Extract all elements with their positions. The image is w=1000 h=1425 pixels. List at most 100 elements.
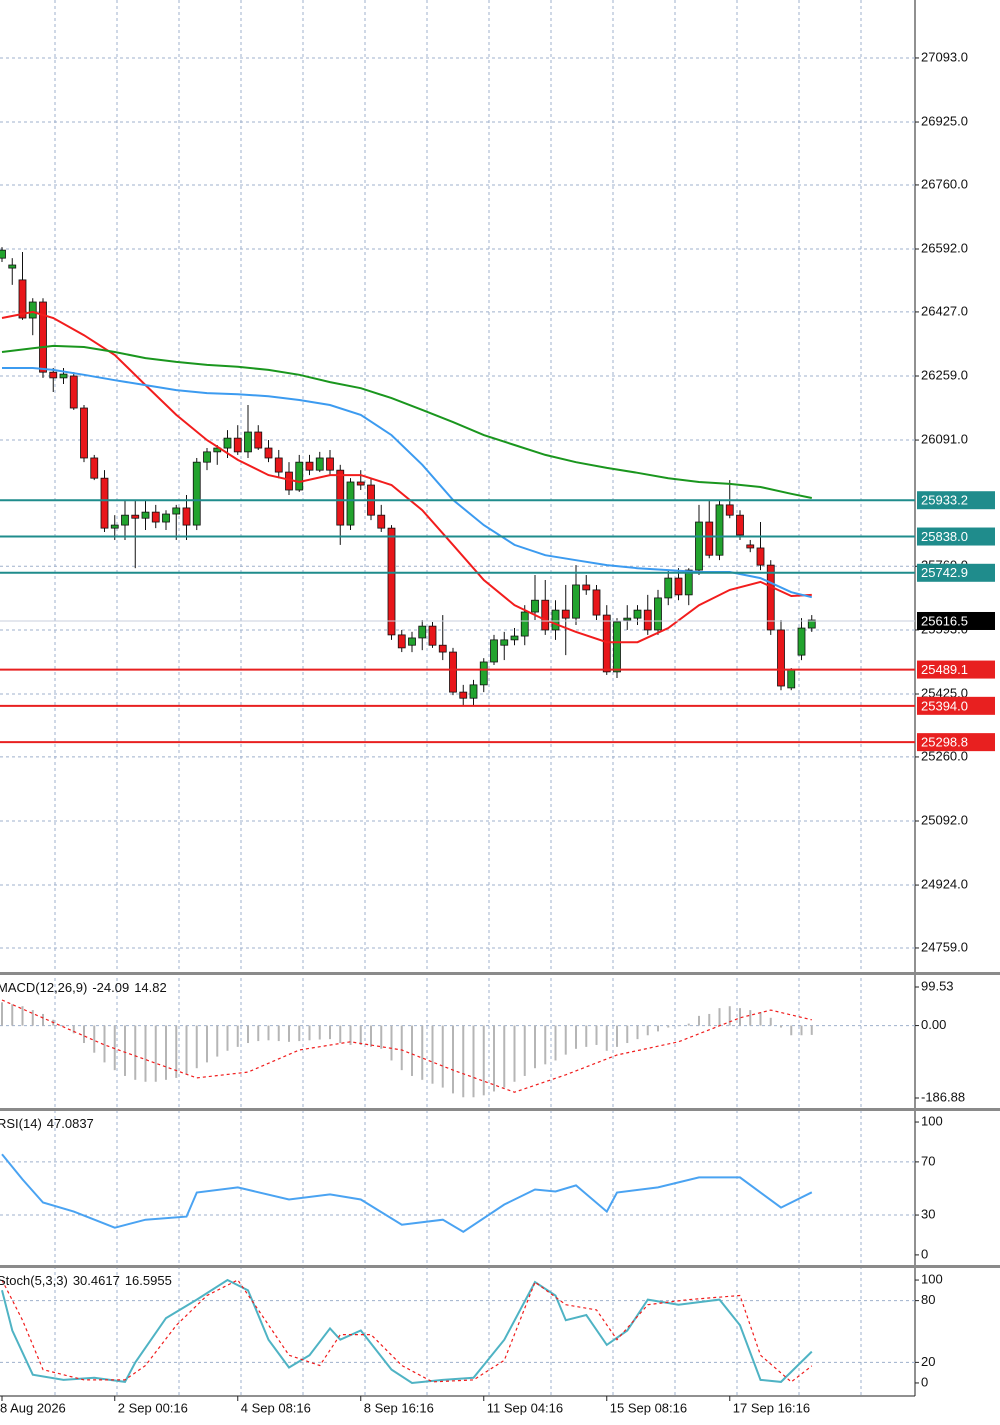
candle-body: [182, 507, 191, 526]
indicator-value: -24.09: [92, 980, 129, 995]
candle-body: [326, 457, 334, 471]
candle-body: [295, 461, 304, 491]
y-tick-label: 26091.0: [921, 431, 968, 446]
histogram-bar: [390, 1025, 393, 1061]
histogram-bar: [359, 1025, 362, 1045]
histogram-bar: [206, 1025, 208, 1063]
level-label: 25933.2: [921, 493, 968, 508]
candle-body: [162, 513, 170, 523]
y-tick-label: 26259.0: [921, 367, 968, 382]
indicator-title: Stoch(5,3,3) 30.4617 16.5955: [0, 1273, 172, 1288]
candle-body: [572, 584, 580, 619]
level-box: [917, 696, 995, 715]
candle-body: [695, 521, 703, 571]
y-tick-label: -186.88: [921, 1089, 965, 1104]
indicator-line: [1, 344, 813, 499]
candle-body: [39, 301, 47, 373]
x-tick-label: 8 Aug 2026: [0, 1400, 66, 1415]
y-tick-label: 25260.0: [921, 748, 968, 763]
histogram-bar: [298, 1025, 301, 1042]
level-label: 25489.1: [921, 662, 968, 677]
panel-separator: [0, 972, 1000, 975]
y-tick-label: 26427.0: [921, 303, 968, 318]
histogram-bar: [154, 1025, 157, 1082]
indicator-line: [1, 1279, 813, 1383]
indicator-line: [1, 310, 812, 644]
y-tick-label: 70: [921, 1153, 935, 1168]
y-tick-label: 25092.0: [921, 812, 968, 827]
x-tick-label: 8 Sep 16:16: [364, 1400, 434, 1415]
candle-body: [561, 609, 570, 619]
indicator-line: [1, 999, 812, 1093]
candle-body: [438, 644, 447, 653]
candle-body: [633, 609, 642, 619]
histogram-bar: [513, 1025, 516, 1082]
candle-body: [674, 577, 683, 596]
histogram-bar: [800, 1025, 803, 1036]
candle-body: [28, 301, 37, 319]
histogram-bar: [472, 1025, 475, 1098]
histogram-bar: [411, 1025, 413, 1076]
histogram-bar: [718, 1008, 721, 1026]
y-tick-label: 99.53: [921, 978, 954, 993]
y-tick-label: 20: [921, 1354, 935, 1369]
candle-body: [408, 637, 416, 646]
level-box: [917, 491, 995, 510]
histogram-bar: [288, 1025, 290, 1042]
histogram-bar: [185, 1025, 188, 1075]
candle-body: [592, 589, 601, 616]
histogram-bar: [769, 1017, 772, 1026]
histogram-bar: [441, 1025, 444, 1088]
candle-body: [80, 407, 88, 459]
panel-separator: [0, 1108, 1000, 1111]
candle-body: [510, 635, 519, 641]
y-tick-label: 0.00: [921, 1017, 946, 1032]
candle-body: [315, 457, 324, 471]
histogram-bar: [677, 1025, 680, 1027]
candle-body: [49, 371, 58, 379]
indicator-name: Stoch(5,3,3): [0, 1273, 68, 1288]
histogram-bar: [687, 1023, 690, 1026]
histogram-bar: [144, 1025, 147, 1082]
histogram-bar: [11, 1004, 14, 1026]
histogram-bar: [708, 1013, 711, 1026]
level-box: [917, 527, 995, 546]
indicator-line: [1, 1153, 813, 1233]
candle-body: [520, 611, 529, 637]
histogram-bar: [554, 1025, 557, 1061]
candle-body: [705, 521, 714, 556]
histogram-bar: [1, 1002, 3, 1026]
histogram-bar: [165, 1025, 167, 1080]
candle-body: [766, 564, 775, 631]
histogram-bar: [421, 1025, 424, 1080]
candle-body: [387, 527, 396, 636]
histogram-bar: [318, 1025, 321, 1040]
histogram-bar: [616, 1025, 618, 1047]
histogram-bar: [810, 1025, 813, 1035]
histogram-bar: [503, 1025, 506, 1088]
candle-body: [777, 629, 785, 687]
histogram-bar: [626, 1025, 629, 1044]
histogram-bar: [667, 1025, 670, 1028]
candle-body: [469, 684, 478, 699]
histogram-bar: [400, 1025, 403, 1071]
histogram-bar: [564, 1025, 567, 1055]
candle-body: [459, 691, 468, 699]
indicator-value: 47.0837: [47, 1116, 94, 1131]
y-tick-label: 26760.0: [921, 176, 968, 191]
level-box: [917, 660, 995, 679]
candle-body: [428, 625, 437, 646]
histogram-bar: [605, 1025, 608, 1051]
level-label: 25298.8: [921, 735, 968, 750]
last-price-label: 25616.5: [921, 613, 968, 628]
candle-body: [623, 617, 632, 621]
candle-body: [725, 504, 734, 516]
candle-body: [356, 481, 365, 486]
histogram-bar: [462, 1025, 465, 1098]
histogram-bar: [226, 1025, 229, 1051]
x-tick-label: 2 Sep 00:16: [118, 1400, 188, 1415]
candle-body: [531, 599, 539, 613]
level-label: 25394.0: [921, 698, 968, 713]
vertical-grid: [54, 0, 862, 1395]
